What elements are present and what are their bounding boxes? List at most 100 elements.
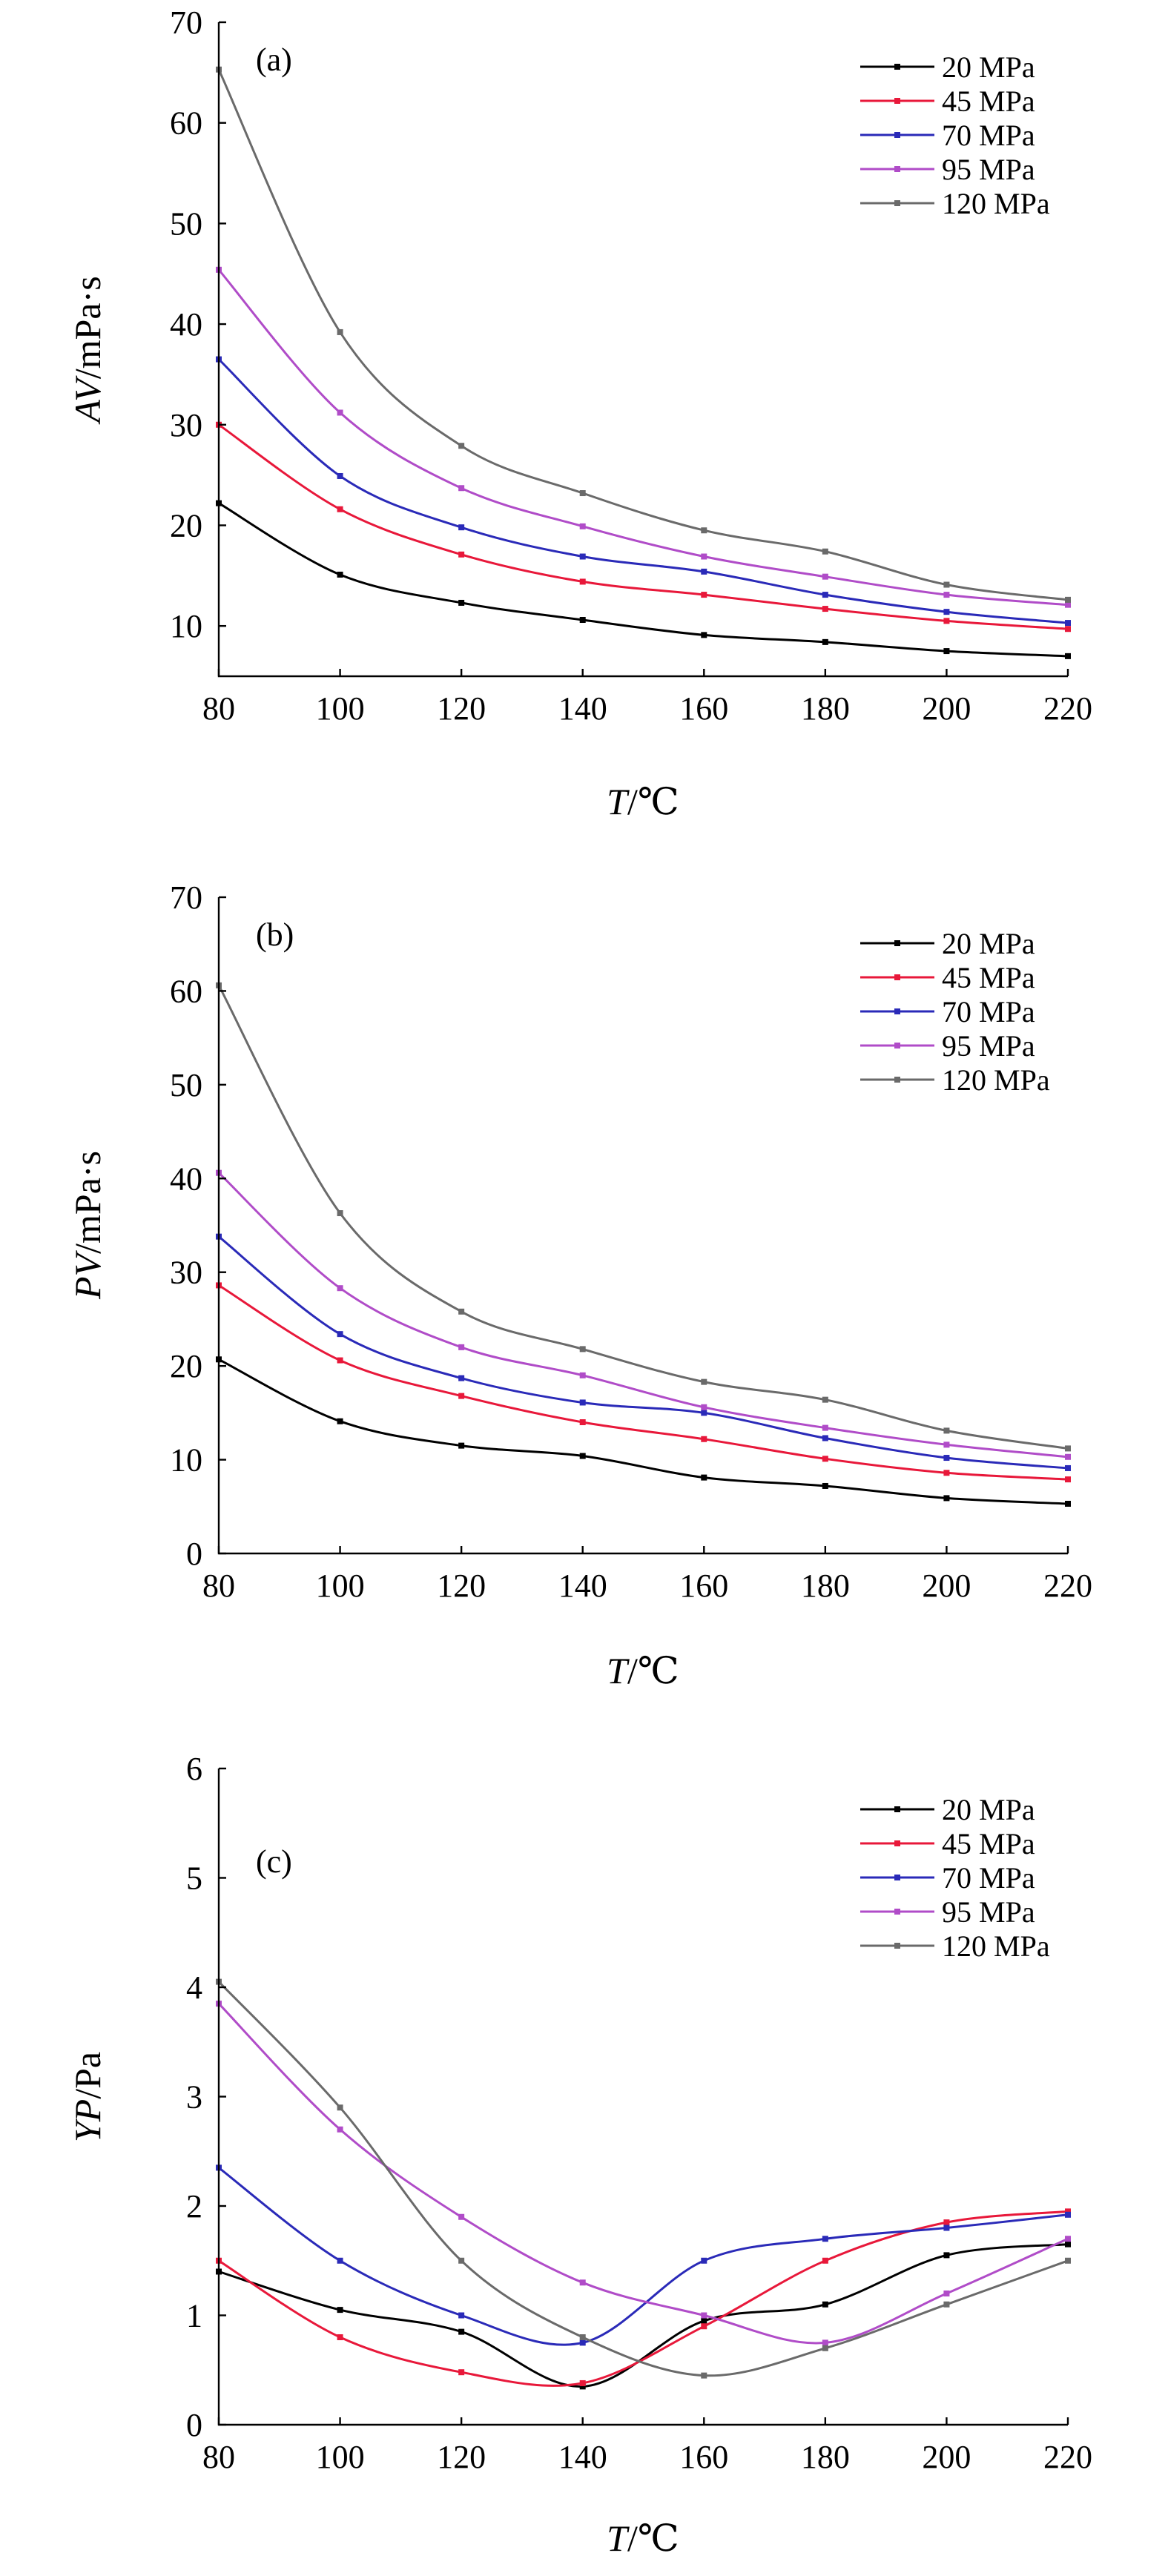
data-point — [337, 2257, 343, 2264]
x-axis-title-var: T — [607, 1650, 630, 1691]
data-point — [701, 2323, 707, 2330]
x-tick-label: 140 — [558, 690, 607, 727]
data-point — [822, 1482, 828, 1489]
x-axis-title-unit: /℃ — [627, 2517, 679, 2559]
data-point — [1065, 2208, 1071, 2215]
x-tick-label: 200 — [922, 690, 971, 727]
legend-marker — [894, 1909, 900, 1915]
data-point — [458, 2257, 465, 2264]
x-tick-label: 120 — [437, 690, 486, 727]
data-point — [822, 1396, 828, 1403]
x-axis-title-unit: /℃ — [627, 1650, 679, 1691]
data-point — [822, 592, 828, 598]
data-point — [579, 578, 586, 585]
x-tick-label: 80 — [202, 1568, 235, 1604]
panel-label: (b) — [256, 917, 294, 953]
legend-marker — [894, 974, 900, 980]
data-point — [458, 2312, 465, 2319]
data-point — [822, 2236, 828, 2242]
x-tick-label: 140 — [558, 1568, 607, 1604]
tick-labels: 80 100 120 140 160 180 200 220 10 20 30 40 50 60 70 — [170, 4, 1092, 727]
data-point — [822, 2345, 828, 2351]
legend-marker — [894, 64, 900, 70]
series-line — [217, 985, 1069, 1450]
y-axis-title-unit: /mPa·s — [67, 276, 108, 379]
data-point — [1065, 1445, 1071, 1452]
data-point — [458, 1442, 465, 1449]
data-point — [943, 1441, 950, 1448]
data-point — [822, 638, 828, 645]
data-point — [337, 1418, 343, 1424]
data-point — [822, 2339, 828, 2346]
legend-marker — [894, 940, 900, 946]
legend-label: 20 MPa — [942, 1793, 1035, 1826]
y-tick-label: 5 — [186, 1860, 202, 1897]
x-tick-label: 220 — [1043, 1568, 1092, 1604]
x-tick-label: 120 — [437, 1568, 486, 1604]
data-point — [701, 632, 707, 638]
y-tick-label: 0 — [186, 2407, 202, 2443]
series-line — [217, 268, 1069, 607]
x-axis-title-var: T — [607, 781, 630, 822]
y-tick-label: 2 — [186, 2188, 202, 2225]
data-point — [822, 2257, 828, 2264]
data-point — [1065, 1464, 1071, 1471]
data-point — [579, 1372, 586, 1378]
data-point — [579, 1419, 586, 1425]
data-point — [579, 1453, 586, 1459]
y-tick-label: 70 — [170, 4, 202, 41]
data-point — [701, 2317, 707, 2324]
data-point — [458, 2328, 465, 2335]
data-point — [337, 2104, 343, 2111]
x-tick-label: 220 — [1043, 690, 1092, 727]
x-tick-label: 80 — [202, 2439, 235, 2475]
legend-marker — [894, 166, 900, 172]
data-point — [579, 490, 586, 497]
data-point — [458, 524, 465, 531]
series-line — [218, 2210, 1069, 2387]
data-point — [458, 2369, 465, 2376]
data-point — [701, 553, 707, 560]
legend-marker — [894, 1875, 900, 1880]
legend-marker — [894, 1943, 900, 1949]
axis-frame — [217, 897, 1068, 1555]
data-point — [701, 527, 707, 534]
y-tick-label: 40 — [170, 306, 202, 343]
y-axis-title-unit: /mPa·s — [67, 1151, 108, 1254]
x-axis-title: T/℃ — [607, 1650, 679, 1691]
data-point — [1065, 2241, 1071, 2248]
legend-label: 70 MPa — [942, 1861, 1035, 1895]
data-point — [579, 2279, 586, 2286]
series-layer — [216, 982, 1071, 1507]
data-point — [579, 617, 586, 624]
y-tick-label: 30 — [170, 407, 202, 443]
data-point — [579, 2339, 586, 2346]
data-point — [943, 1427, 950, 1434]
y-tick-label: 4 — [186, 1969, 202, 2006]
x-tick-label: 80 — [202, 690, 235, 727]
x-tick-label: 220 — [1043, 2439, 1092, 2475]
data-point — [1065, 2211, 1071, 2218]
data-point — [1065, 620, 1071, 627]
y-tick-label: 60 — [170, 973, 202, 1009]
data-point — [1065, 1453, 1071, 1460]
y-tick-label: 20 — [170, 1348, 202, 1384]
legend-marker — [894, 1043, 900, 1048]
data-point — [458, 599, 465, 606]
data-point — [943, 2252, 950, 2259]
series-line — [217, 1981, 1069, 2377]
data-point — [337, 472, 343, 479]
y-tick-label: 50 — [170, 205, 202, 242]
data-point — [458, 551, 465, 558]
data-point — [337, 1210, 343, 1217]
legend-label: 95 MPa — [942, 153, 1035, 186]
data-point — [1065, 626, 1071, 633]
legend-label: 120 MPa — [942, 1929, 1050, 1963]
x-tick-label: 200 — [922, 1568, 971, 1604]
x-tick-label: 180 — [801, 2439, 850, 2475]
data-point — [943, 2225, 950, 2231]
tick-marks — [217, 21, 1069, 676]
